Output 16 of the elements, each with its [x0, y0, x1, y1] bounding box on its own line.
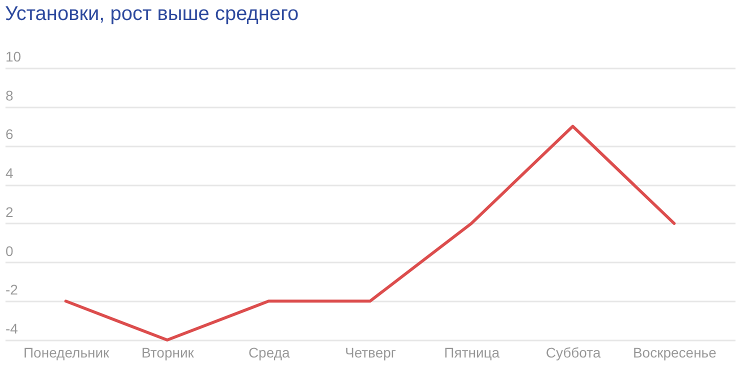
chart-title: Установки, рост выше среднего	[5, 3, 299, 25]
y-tick-label: 8	[6, 87, 14, 104]
x-tick-label: Понедельник	[23, 344, 110, 360]
y-tick-label: 2	[6, 204, 14, 220]
y-tick-label: 6	[6, 126, 14, 142]
x-tick-label: Вторник	[142, 344, 195, 360]
y-tick-label: 4	[6, 165, 14, 182]
x-tick-label: Пятница	[444, 344, 500, 360]
x-tick-label: Четверг	[344, 344, 396, 360]
x-tick-label: Воскресенье	[632, 344, 717, 360]
x-tick-label: Среда	[248, 344, 290, 360]
y-tick-label: -2	[6, 282, 18, 298]
y-tick-label: -4	[6, 320, 18, 336]
y-tick-label: 0	[6, 242, 14, 259]
x-tick-label: Суббота	[546, 344, 601, 360]
y-tick-label: 10	[6, 48, 22, 64]
